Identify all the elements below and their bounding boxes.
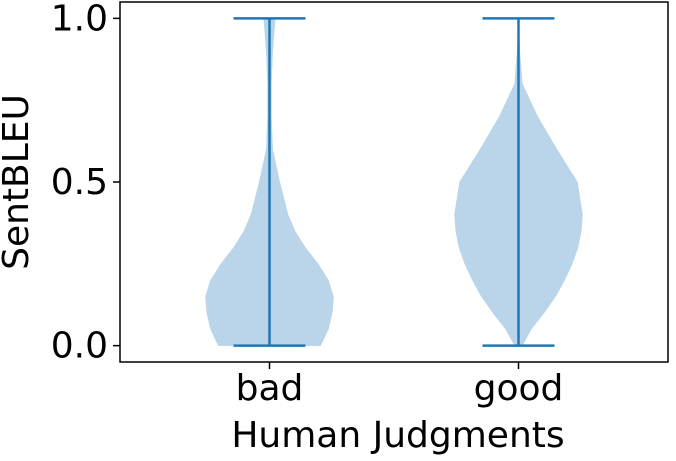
y-tick-label: 1.0 xyxy=(51,0,108,39)
x-tick-label: good xyxy=(474,368,564,409)
violin-body xyxy=(518,18,583,346)
violin-body xyxy=(454,18,519,346)
y-tick-label: 0.0 xyxy=(51,326,108,367)
y-tick-label: 0.5 xyxy=(51,162,108,203)
y-axis-label: SentBLEU xyxy=(0,94,37,270)
violin-body xyxy=(269,18,334,346)
x-tick-label: bad xyxy=(236,368,304,409)
violin-body xyxy=(205,18,270,346)
plot-frame xyxy=(119,1,669,363)
x-axis-label: Human Judgments xyxy=(231,415,564,456)
